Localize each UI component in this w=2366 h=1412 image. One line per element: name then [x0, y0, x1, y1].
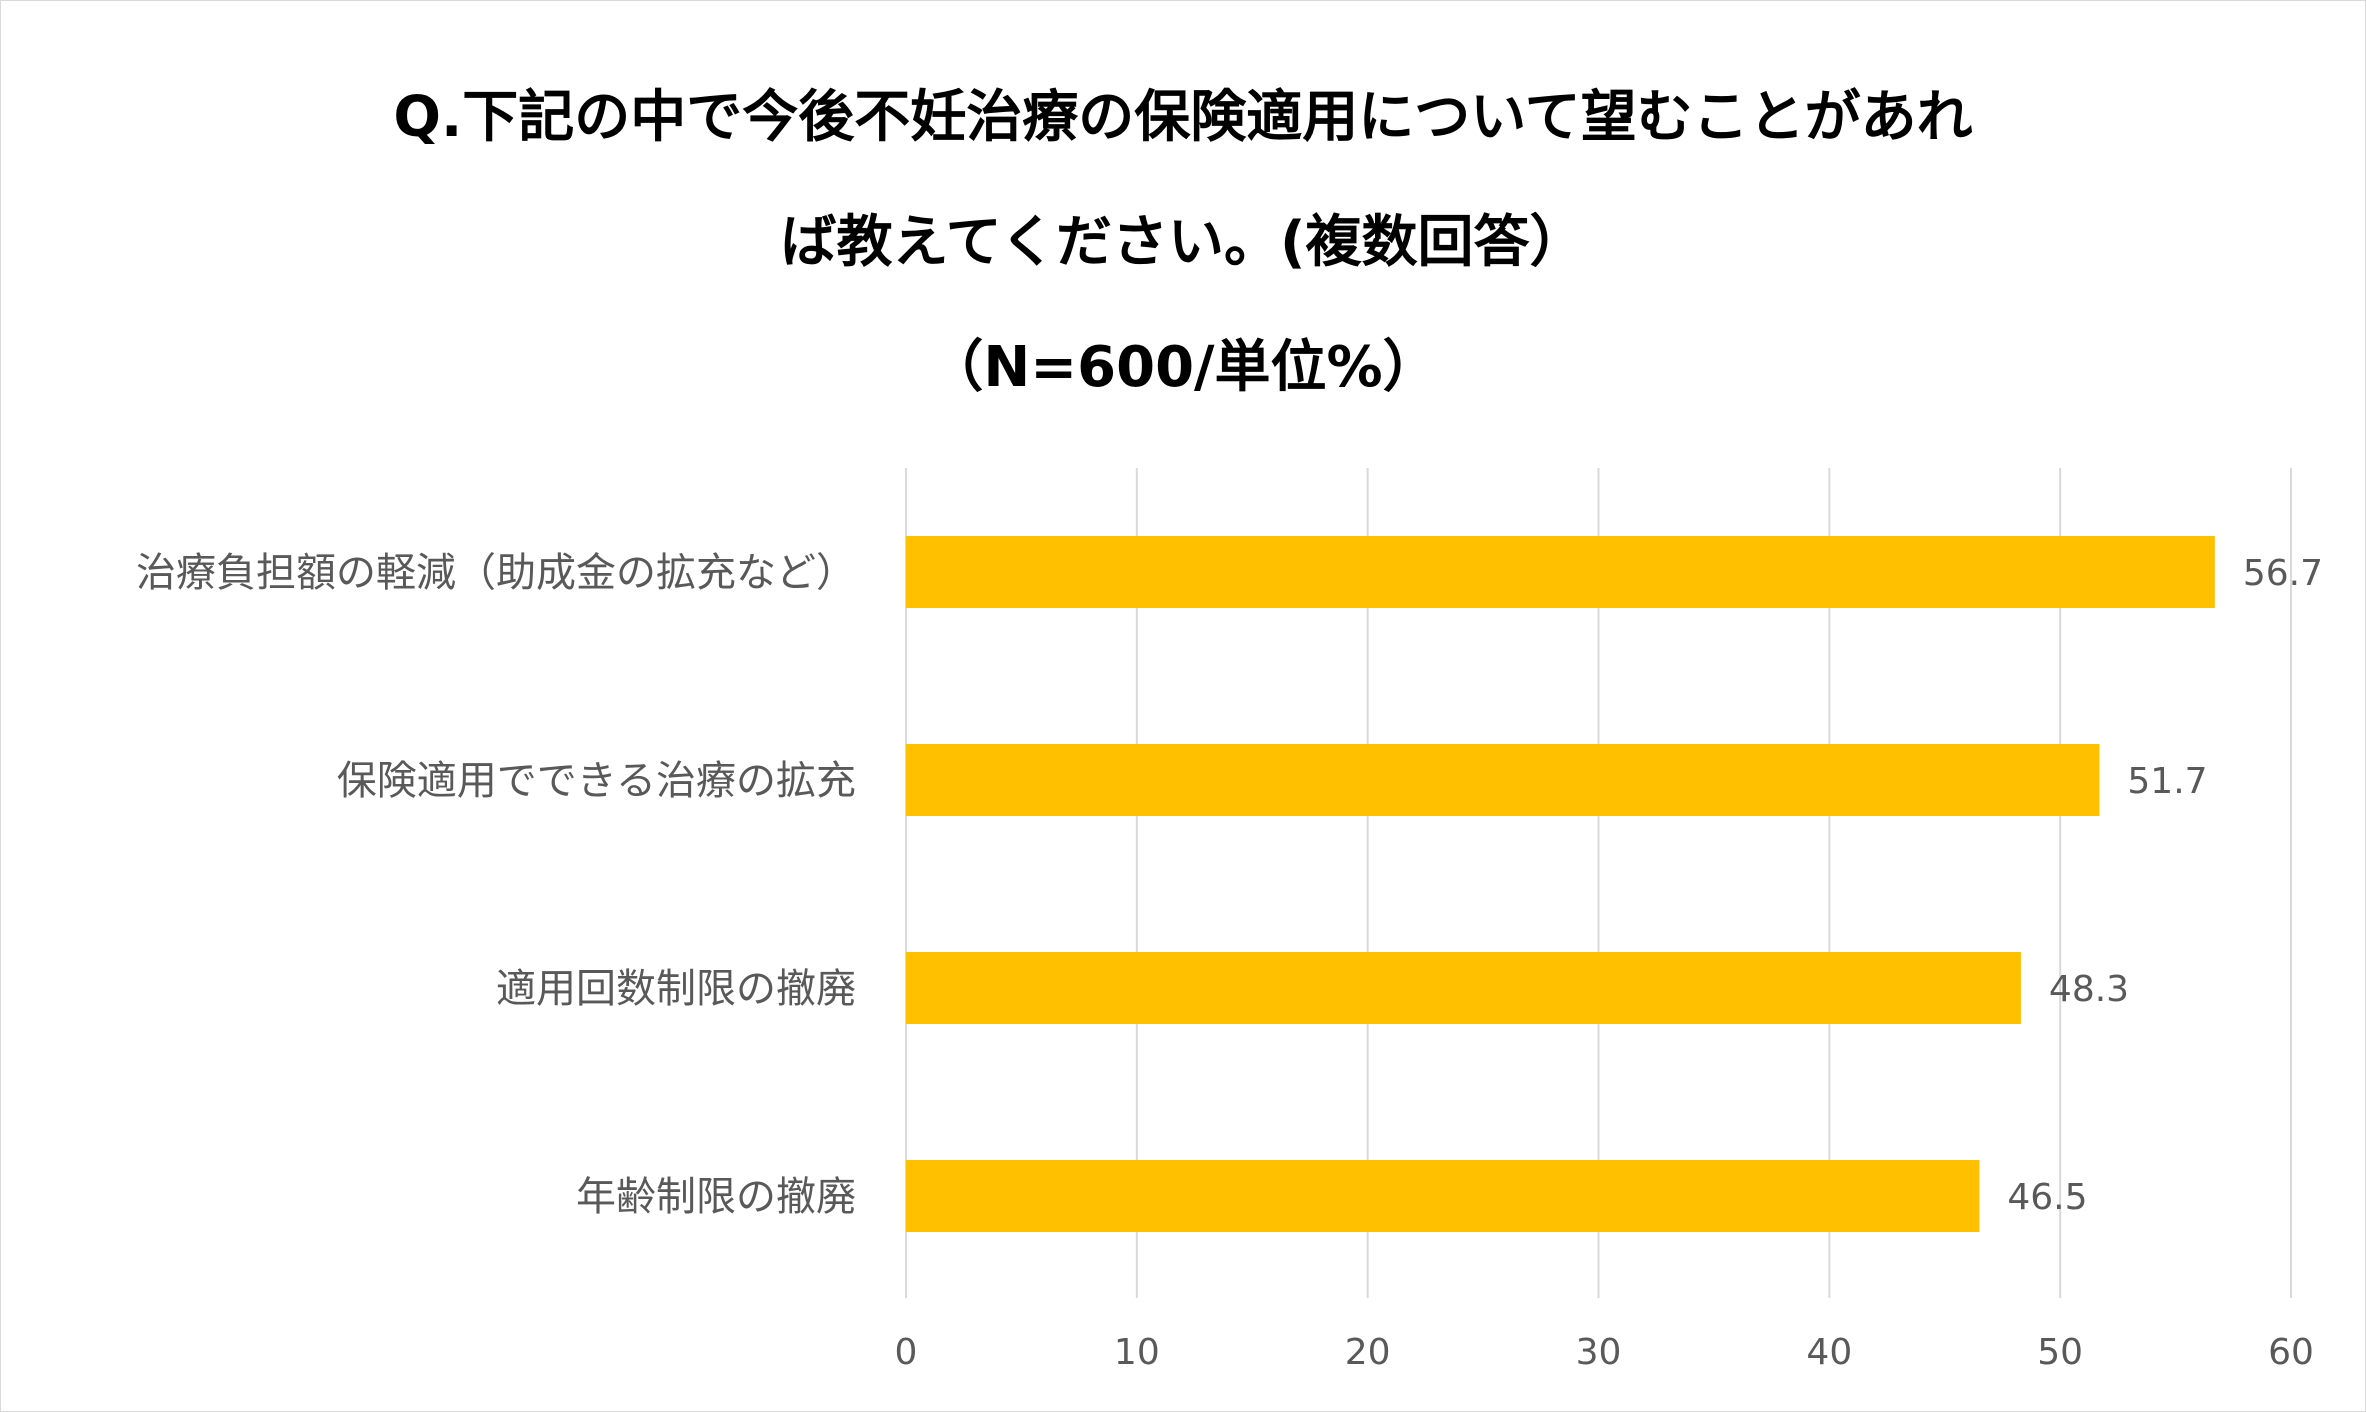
category-label-3: 適用回数制限の撤廃 [496, 966, 856, 1012]
chart-title-line-1: Q.下記の中で今後不妊治療の保険適用について望むことがあれ [393, 85, 1973, 150]
category-label-2: 保険適用でできる治療の拡充 [337, 758, 856, 804]
category-labels: 治療負担額の軽減（助成金の拡充など） 保険適用でできる治療の拡充適用回数制限の撤廃… [136, 550, 856, 1220]
x-tick-label-50: 50 [2037, 1332, 2083, 1373]
x-tick-label-40: 40 [1806, 1332, 1852, 1373]
bar-3 [906, 952, 2021, 1024]
data-label-3: 48.3 [2049, 969, 2129, 1010]
bar-1 [906, 536, 2215, 608]
x-tick-label-10: 10 [1114, 1332, 1160, 1373]
x-tick-label-0: 0 [895, 1332, 918, 1373]
category-label-1: 治療負担額の軽減（助成金の拡充など） [136, 550, 856, 596]
data-labels: 56.7 51.7 48.3 46.5 [2007, 553, 2323, 1218]
category-label-4: 年齢制限の撤廃 [576, 1174, 856, 1220]
x-tick-label-30: 30 [1576, 1332, 1622, 1373]
bar-4 [906, 1160, 1980, 1232]
data-label-4: 46.5 [2007, 1177, 2087, 1218]
x-tick-label-20: 20 [1345, 1332, 1391, 1373]
bars [906, 536, 2215, 1232]
chart-title-line-3: （N=600/単位%） [927, 335, 1439, 400]
bar-2 [906, 744, 2100, 816]
chart-title-line-2: ば教えてください。(複数回答） [780, 210, 1586, 275]
x-tick-label-60: 60 [2268, 1332, 2314, 1373]
x-axis-tick-labels: 0 10 20 30 40 50 60 [895, 1332, 2314, 1373]
data-label-2: 51.7 [2127, 761, 2207, 802]
data-label-1: 56.7 [2243, 553, 2323, 594]
chart-title: Q.下記の中で今後不妊治療の保険適用について望むことがあれ ば教えてください。(… [0, 55, 2366, 430]
